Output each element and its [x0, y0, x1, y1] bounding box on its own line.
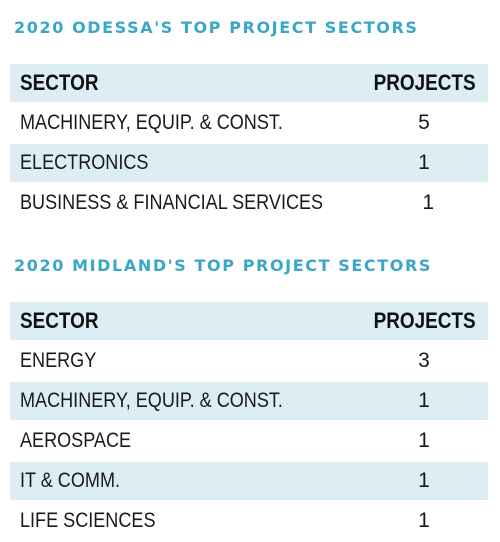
table-row: LIFE SCIENCES 1: [10, 502, 488, 542]
projects-cell: 3: [418, 349, 430, 372]
projects-cell: 1: [418, 429, 430, 452]
odessa-table: SECTOR PROJECTS MACHINERY, EQUIP. & CONS…: [10, 64, 488, 224]
sector-column-header: SECTOR: [20, 308, 99, 333]
table-row: MACHINERY, EQUIP. & CONST. 5: [10, 104, 488, 144]
projects-cell: 1: [418, 509, 430, 532]
table-row: ENERGY 3: [10, 342, 488, 382]
projects-cell: 1: [418, 469, 430, 492]
table-row: IT & COMM. 1: [10, 462, 488, 502]
sector-cell: MACHINERY, EQUIP. & CONST.: [20, 111, 283, 134]
sector-cell: LIFE SCIENCES: [20, 509, 156, 532]
projects-cell: 1: [418, 389, 430, 412]
projects-cell: 5: [418, 111, 430, 134]
table-row: MACHINERY, EQUIP. & CONST. 1: [10, 382, 488, 422]
projects-column-header: PROJECTS: [374, 308, 476, 333]
table-row: ELECTRONICS 1: [10, 144, 488, 184]
sector-cell: ENERGY: [20, 349, 97, 372]
sector-cell: ELECTRONICS: [20, 151, 149, 174]
sector-cell: MACHINERY, EQUIP. & CONST.: [20, 389, 283, 412]
table-header-row: SECTOR PROJECTS: [10, 302, 488, 342]
sector-cell: AEROSPACE: [20, 429, 132, 452]
table-row: BUSINESS & FINANCIAL SERVICES 1: [10, 184, 488, 224]
sector-cell: BUSINESS & FINANCIAL SERVICES: [20, 191, 324, 214]
sector-column-header: SECTOR: [20, 70, 99, 95]
midland-table-title: 2020 MIDLAND'S TOP PROJECT SECTORS: [14, 256, 433, 275]
projects-column-header: PROJECTS: [374, 70, 476, 95]
midland-table: SECTOR PROJECTS ENERGY 3 MACHINERY, EQUI…: [10, 302, 488, 542]
projects-cell: 1: [418, 151, 430, 174]
odessa-table-title: 2020 ODESSA'S TOP PROJECT SECTORS: [14, 18, 419, 37]
table-header-row: SECTOR PROJECTS: [10, 64, 488, 104]
projects-cell: 1: [422, 191, 435, 214]
sector-cell: IT & COMM.: [20, 469, 121, 492]
table-row: AEROSPACE 1: [10, 422, 488, 462]
